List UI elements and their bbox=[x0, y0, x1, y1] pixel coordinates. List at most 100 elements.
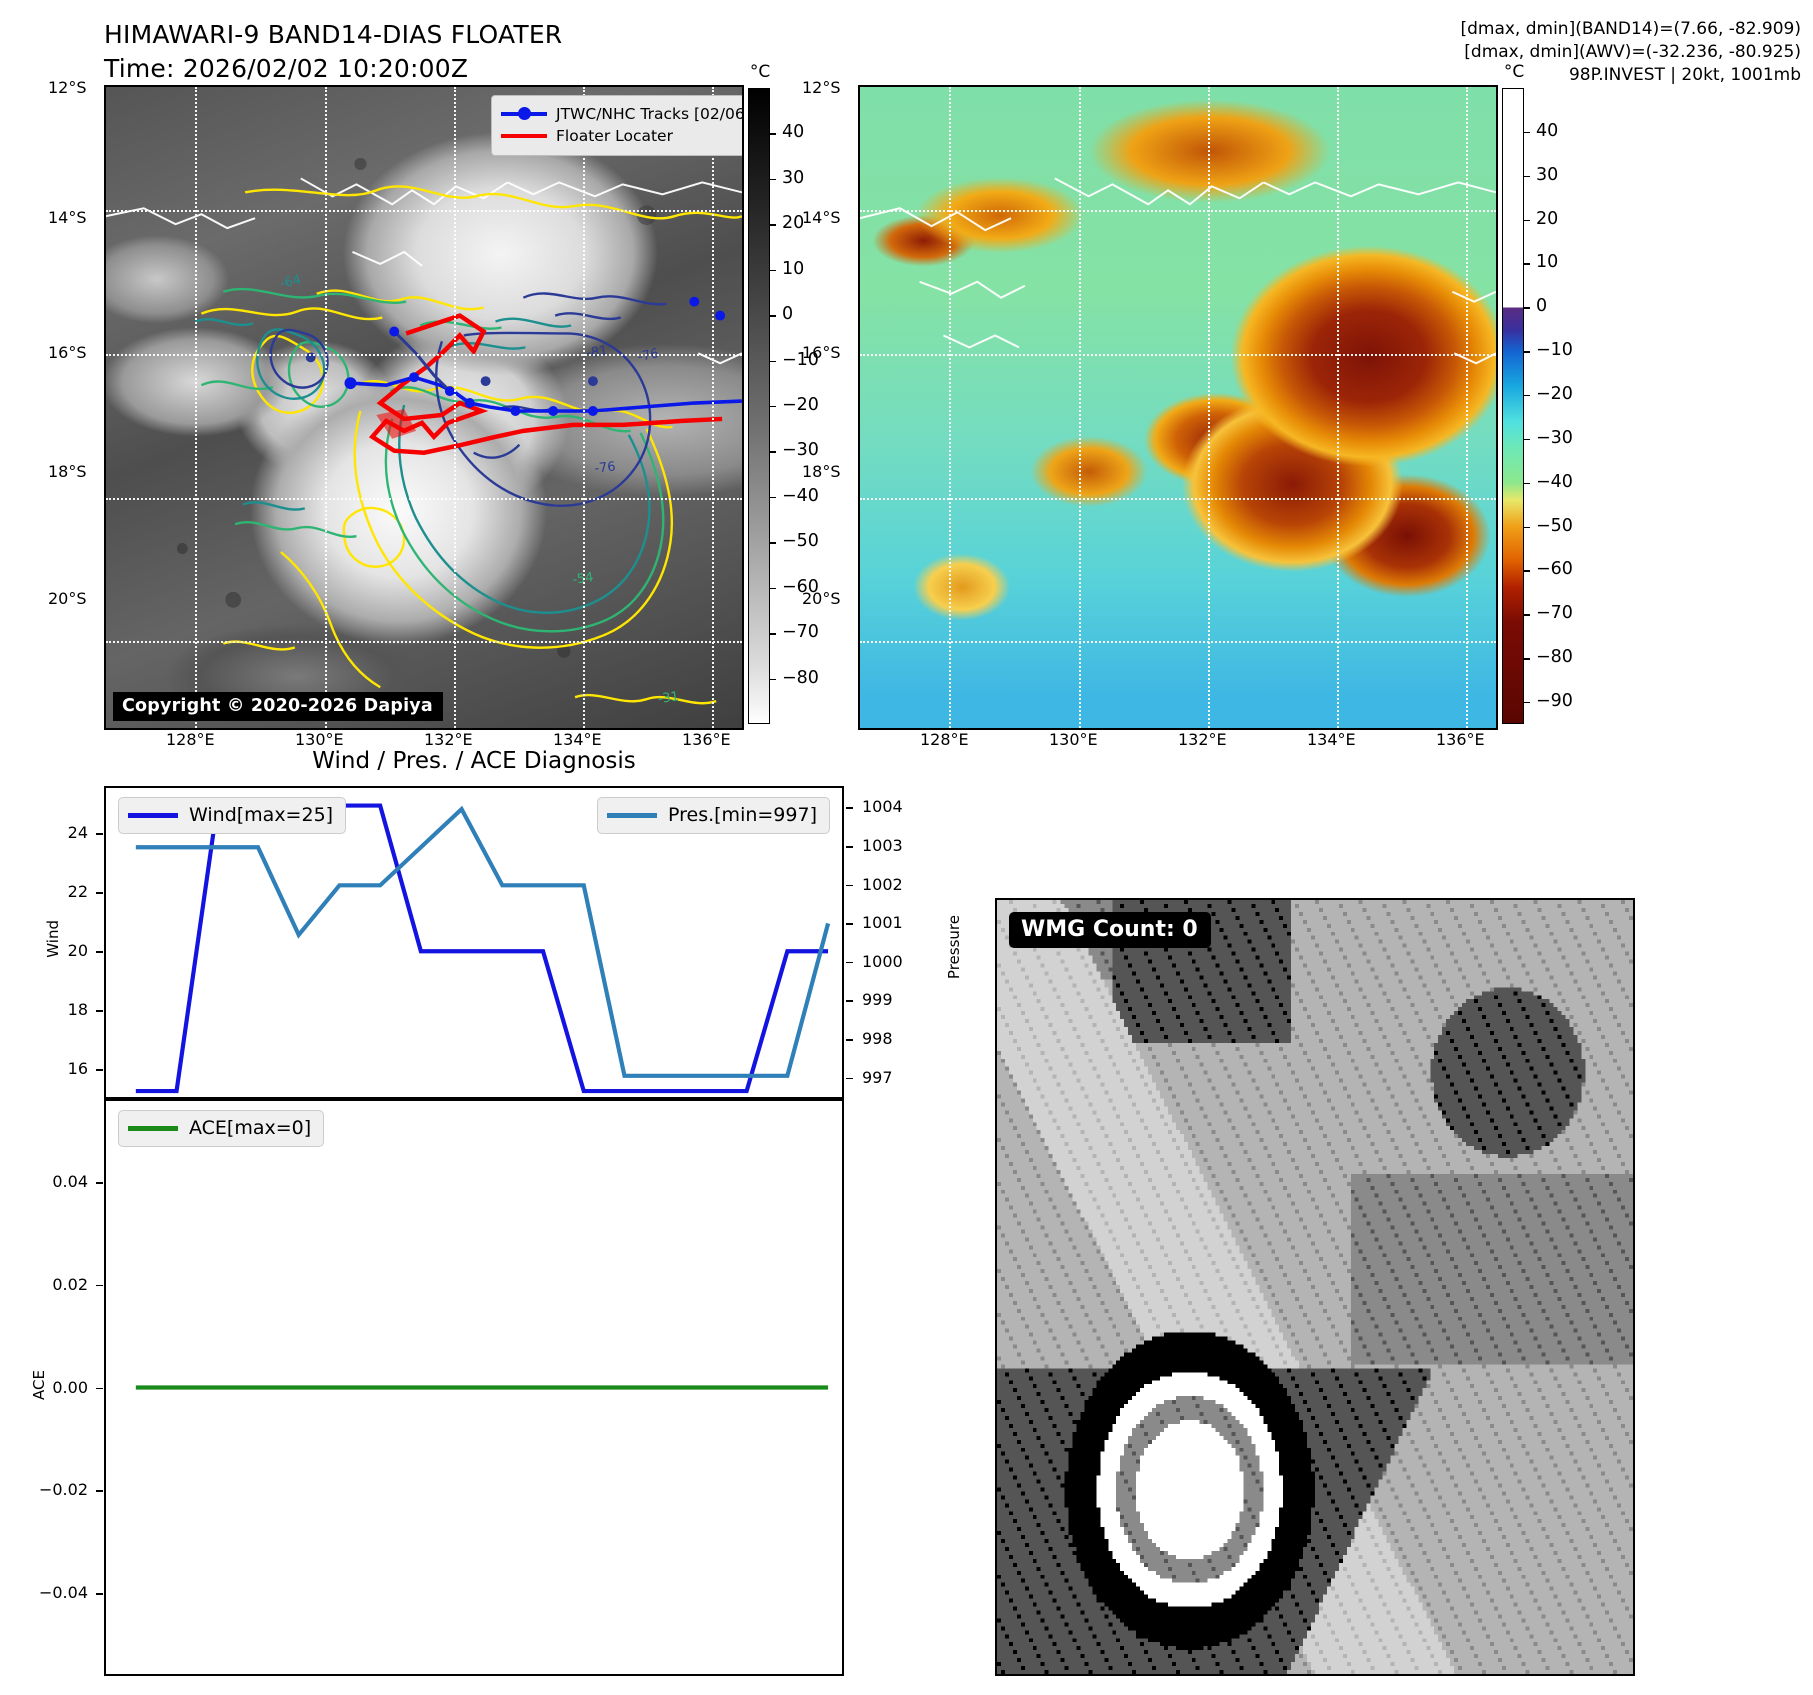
storm-info-text: 98P.INVEST | 20kt, 1001mb bbox=[1568, 65, 1801, 85]
ir-lon-tick-136e: 136°E bbox=[682, 730, 731, 749]
chart-tick-label: −0.02 bbox=[38, 1480, 88, 1500]
water-vapor-satellite-map[interactable] bbox=[858, 85, 1498, 730]
chart-tick-label: −0.04 bbox=[38, 1582, 88, 1602]
ir-lon-tick-134e: 134°E bbox=[553, 730, 602, 749]
svg-text:-76: -76 bbox=[594, 459, 617, 476]
dmax-awv-text: [dmax, dmin](AWV)=(-32.236, -80.925) bbox=[1464, 42, 1801, 62]
colorbar-tick-label: −60 bbox=[1536, 559, 1573, 580]
wv-imagery bbox=[860, 87, 1496, 728]
wind-legend: Wind[max=25] bbox=[118, 797, 347, 834]
ir-lat-tick-18s: 18°S bbox=[48, 462, 87, 481]
wv-lat-tick-14s: 14°S bbox=[802, 208, 841, 227]
wv-lat-tick-12s: 12°S bbox=[802, 78, 841, 97]
chart-tickmark bbox=[96, 1069, 103, 1071]
wmg-cloud-cluster-map[interactable]: WMG Count: 0 bbox=[995, 898, 1635, 1676]
colorbar-tick-label: −10 bbox=[782, 349, 819, 370]
ir-map-legend: JTWC/NHC Tracks [02/0600Z] Floater Locat… bbox=[491, 95, 744, 156]
wv-lon-tick-128e: 128°E bbox=[920, 730, 969, 749]
colorbar-tickmark bbox=[770, 360, 776, 362]
chart-tickmark bbox=[846, 846, 853, 848]
colorbar-tickmark bbox=[770, 542, 776, 544]
chart-tickmark bbox=[96, 1387, 103, 1390]
chart-tick-label: 1003 bbox=[862, 836, 903, 856]
colorbar-tick-label: −20 bbox=[782, 395, 819, 415]
wv-lon-tick-134e: 134°E bbox=[1307, 730, 1356, 749]
ir-lon-tick-128e: 128°E bbox=[166, 730, 215, 749]
colorbar-tick-label: −40 bbox=[1536, 471, 1573, 492]
chart-tick-label: 24 bbox=[67, 823, 88, 843]
floater-line-icon bbox=[501, 133, 547, 139]
colorbar-tickmark bbox=[1524, 702, 1530, 704]
colorbar-tickmark bbox=[1524, 614, 1530, 616]
colorbar-tick-label: −50 bbox=[782, 531, 819, 552]
wv-lat-tick-20s: 20°S bbox=[802, 589, 841, 608]
infrared-satellite-map[interactable]: -64 -54 -31 -81 -76 -76 JTWC/NHC Tracks … bbox=[104, 85, 744, 730]
chart-tickmark bbox=[846, 961, 853, 964]
ir-lat-tick-20s: 20°S bbox=[48, 589, 87, 608]
colorbar-tickmark bbox=[770, 496, 776, 499]
wv-colorbar bbox=[1502, 88, 1524, 724]
chart-tick-label: 1000 bbox=[862, 951, 903, 971]
colorbar-tickmark bbox=[1524, 482, 1530, 485]
colorbar-tickmark bbox=[1524, 351, 1530, 353]
chart-series-line bbox=[135, 805, 831, 1078]
colorbar-tickmark bbox=[1524, 131, 1530, 134]
header-stats: [dmax, dmin](BAND14)=(7.66, -82.909) [dm… bbox=[1460, 18, 1801, 87]
colorbar-tickmark bbox=[1524, 658, 1530, 660]
ir-lon-tick-130e: 130°E bbox=[295, 730, 344, 749]
colorbar-tickmark bbox=[770, 406, 776, 408]
colorbar-tick-label: −80 bbox=[782, 667, 819, 688]
chart-tickmark bbox=[846, 884, 853, 887]
colorbar-tickmark bbox=[770, 224, 776, 226]
chart-tickmark bbox=[96, 951, 103, 953]
chart-tick-label: 999 bbox=[862, 990, 893, 1010]
legend-row-tracks: JTWC/NHC Tracks [02/0600Z] bbox=[501, 103, 744, 125]
ir-colorbar bbox=[748, 88, 770, 724]
colorbar-tick-label: 30 bbox=[1536, 164, 1559, 185]
page-title: HIMAWARI-9 BAND14-DIAS FLOATER Time: 202… bbox=[104, 18, 864, 86]
colorbar-tickmark bbox=[770, 451, 776, 453]
colorbar-tick-label: 30 bbox=[782, 167, 805, 188]
colorbar-tick-label: 0 bbox=[782, 304, 794, 325]
satellite-title: HIMAWARI-9 BAND14-DIAS FLOATER bbox=[104, 20, 563, 49]
colorbar-tick-label: −90 bbox=[1536, 691, 1573, 712]
colorbar-tickmark bbox=[1524, 395, 1530, 397]
svg-text:-64: -64 bbox=[279, 273, 303, 292]
chart-tick-label: 0.04 bbox=[52, 1172, 88, 1192]
wv-colorbar-unit: °C bbox=[1503, 62, 1525, 82]
ir-lat-tick-14s: 14°S bbox=[48, 208, 87, 227]
colorbar-tickmark bbox=[770, 269, 776, 272]
colorbar-tick-label: 20 bbox=[1536, 208, 1559, 229]
chart-tick-label: 1001 bbox=[862, 913, 903, 933]
wv-lat-tick-18s: 18°S bbox=[802, 462, 841, 481]
wv-lon-tick-136e: 136°E bbox=[1436, 730, 1485, 749]
colorbar-tickmark bbox=[770, 633, 776, 635]
chart-tickmark bbox=[846, 923, 853, 925]
colorbar-tickmark bbox=[770, 133, 776, 135]
chart-tickmark bbox=[96, 1490, 103, 1492]
colorbar-tickmark bbox=[1524, 570, 1530, 572]
wind-pressure-chart[interactable]: Wind[max=25] Pres.[min=997] bbox=[104, 786, 844, 1099]
colorbar-tick-label: 20 bbox=[782, 213, 805, 234]
dmax-band14-text: [dmax, dmin](BAND14)=(7.66, -82.909) bbox=[1460, 19, 1801, 39]
observation-time: Time: 2026/02/02 10:20:00Z bbox=[104, 54, 469, 83]
wv-coastline-overlay bbox=[860, 177, 1496, 365]
wind-pressure-plot-area bbox=[135, 803, 831, 1094]
colorbar-tick-label: 40 bbox=[782, 122, 805, 143]
chart-tickmark bbox=[96, 892, 103, 894]
legend-tracks-label: JTWC/NHC Tracks [02/0600Z] bbox=[556, 105, 744, 123]
chart-tickmark bbox=[846, 1077, 853, 1080]
colorbar-tick-label: −20 bbox=[1536, 384, 1573, 405]
ace-legend-label: ACE[max=0] bbox=[189, 1117, 312, 1139]
diagnosis-chart-title: Wind / Pres. / ACE Diagnosis bbox=[312, 748, 636, 774]
ace-chart[interactable]: ACE[max=0] bbox=[104, 1099, 844, 1676]
ir-lat-tick-16s: 16°S bbox=[48, 343, 87, 362]
colorbar-tickmark bbox=[770, 587, 776, 590]
colorbar-tickmark bbox=[1524, 175, 1530, 178]
chart-tickmark bbox=[96, 1010, 103, 1012]
legend-row-floater: Floater Locater bbox=[501, 125, 742, 147]
track-line-icon bbox=[501, 107, 547, 120]
colorbar-tickmark bbox=[1524, 526, 1530, 528]
pressure-legend: Pres.[min=997] bbox=[597, 797, 830, 834]
chart-tickmark bbox=[96, 1592, 103, 1595]
